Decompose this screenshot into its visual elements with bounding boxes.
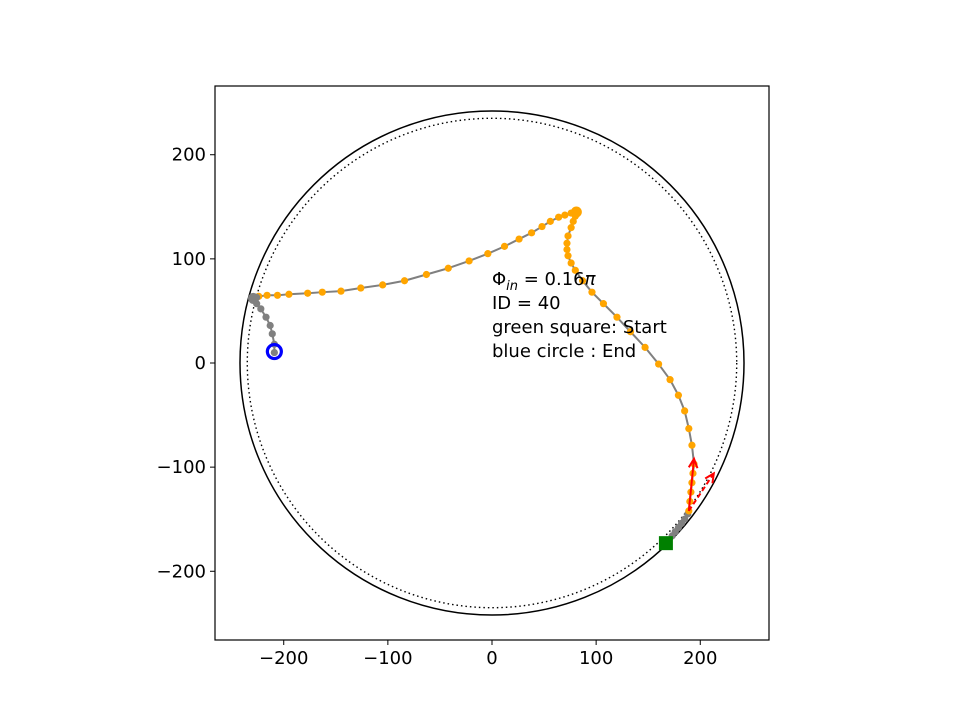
annotation-id: ID = 40 <box>492 293 561 314</box>
trajectory-point-orange-2-3 <box>555 213 563 221</box>
trajectory-point-orange-2-19 <box>285 290 293 298</box>
trajectory-point-end-grey-6 <box>268 330 276 338</box>
x-tick-label-1: −100 <box>363 648 412 669</box>
trajectory-point-orange-1-17 <box>578 277 587 285</box>
trajectory-point-orange-1-7 <box>685 425 693 433</box>
annotation-start-legend: green square: Start <box>492 317 667 338</box>
trajectory-point-start-grey-6 <box>681 515 689 523</box>
trajectory-point-end-grey-5 <box>266 321 274 330</box>
trajectory-point-orange-2-7 <box>515 235 523 243</box>
trajectory-point-orange-2-14 <box>379 281 387 289</box>
x-tick-label-3: 100 <box>579 648 613 669</box>
trajectory-point-orange-1-12 <box>641 343 649 351</box>
trajectory-point-orange-1-20 <box>564 252 572 260</box>
trajectory-point-orange-2-20 <box>273 291 282 299</box>
trajectory-point-orange-1-22 <box>563 239 571 247</box>
annotation-phi-value: = 0.16 <box>518 269 585 290</box>
trajectory-point-end-grey-8 <box>270 348 278 357</box>
trajectory-point-orange-1-15 <box>599 300 608 308</box>
trajectory-point-orange-2-2 <box>561 211 569 219</box>
trajectory-point-orange-2-9 <box>484 250 492 258</box>
trajectory-point-orange-2-4 <box>546 217 554 225</box>
x-tick-label-0: −200 <box>259 648 308 669</box>
trajectory-point-orange-2-21 <box>263 291 271 299</box>
start-marker <box>658 536 673 551</box>
trajectory-point-orange-1-14 <box>613 313 621 321</box>
y-tick-label-1: −100 <box>157 457 206 478</box>
trajectory-point-orange-1-11 <box>655 360 663 368</box>
velocity-arrow-0 <box>687 458 696 511</box>
trajectory-point-orange-2-11 <box>444 264 452 272</box>
trajectory-point-orange-2-10 <box>465 257 473 265</box>
y-tick-label-3: 100 <box>172 249 206 270</box>
trajectory-point-orange-1-19 <box>567 259 575 267</box>
trajectory-point-orange-2-15 <box>357 284 365 292</box>
annotation-phi: Φin = 0.16π <box>492 269 597 294</box>
plot-area <box>239 110 745 616</box>
annotation-block: Φin = 0.16π ID = 40 green square: Start … <box>492 269 667 362</box>
turn-marker-2 <box>248 292 260 304</box>
y-tick-label-4: 200 <box>172 145 206 166</box>
x-tick-label-2: 0 <box>486 648 497 669</box>
trajectory-point-orange-1-16 <box>588 288 596 296</box>
trajectory-point-orange-2-13 <box>400 277 409 285</box>
axis-ticks: −200 −100 0 100 200 −200 −100 0 100 200 <box>157 145 718 669</box>
outer-boundary-circle <box>239 110 745 616</box>
trajectory-point-end-grey-4 <box>262 313 270 321</box>
trajectory-point-orange-2-5 <box>538 222 546 231</box>
x-tick-label-4: 200 <box>683 648 717 669</box>
annotation-phi-pi: π <box>585 269 597 290</box>
end-marker <box>265 342 283 361</box>
annotation-phi-subscript: in <box>506 279 518 294</box>
turn-marker-1 <box>570 206 582 218</box>
trajectory-point-orange-1-18 <box>571 266 579 274</box>
trajectory-point-orange-2-6 <box>527 229 536 237</box>
trajectory-point-orange-1-8 <box>681 407 689 415</box>
trajectory-point-orange-1-24 <box>567 224 575 232</box>
annotation-end-legend: blue circle : End <box>492 341 636 362</box>
trajectory-point-orange-1-9 <box>674 391 683 399</box>
velocity-arrow-head-0 <box>687 456 699 469</box>
trajectory-point-orange-1-6 <box>688 441 696 449</box>
inner-boundary-circle <box>246 117 738 609</box>
trajectory-point-orange-1-23 <box>564 232 572 240</box>
trajectory-point-end-grey-3 <box>257 305 265 313</box>
y-tick-label-2: 0 <box>195 353 206 374</box>
velocity-arrow-head-1 <box>704 471 716 484</box>
trajectory-point-orange-2-17 <box>318 288 326 296</box>
trajectory-point-orange-1-10 <box>666 376 674 384</box>
trajectory-point-orange-2-18 <box>304 289 312 297</box>
trajectory-point-orange-2-8 <box>500 242 509 250</box>
trajectory-point-orange-2-16 <box>337 287 345 295</box>
trajectory-point-orange-1-21 <box>563 245 571 254</box>
y-tick-label-0: −200 <box>157 561 206 582</box>
trajectory-point-orange-1-13 <box>626 328 635 336</box>
trajectory-point-orange-2-12 <box>422 270 430 279</box>
annotation-phi-symbol: Φ <box>492 269 506 290</box>
